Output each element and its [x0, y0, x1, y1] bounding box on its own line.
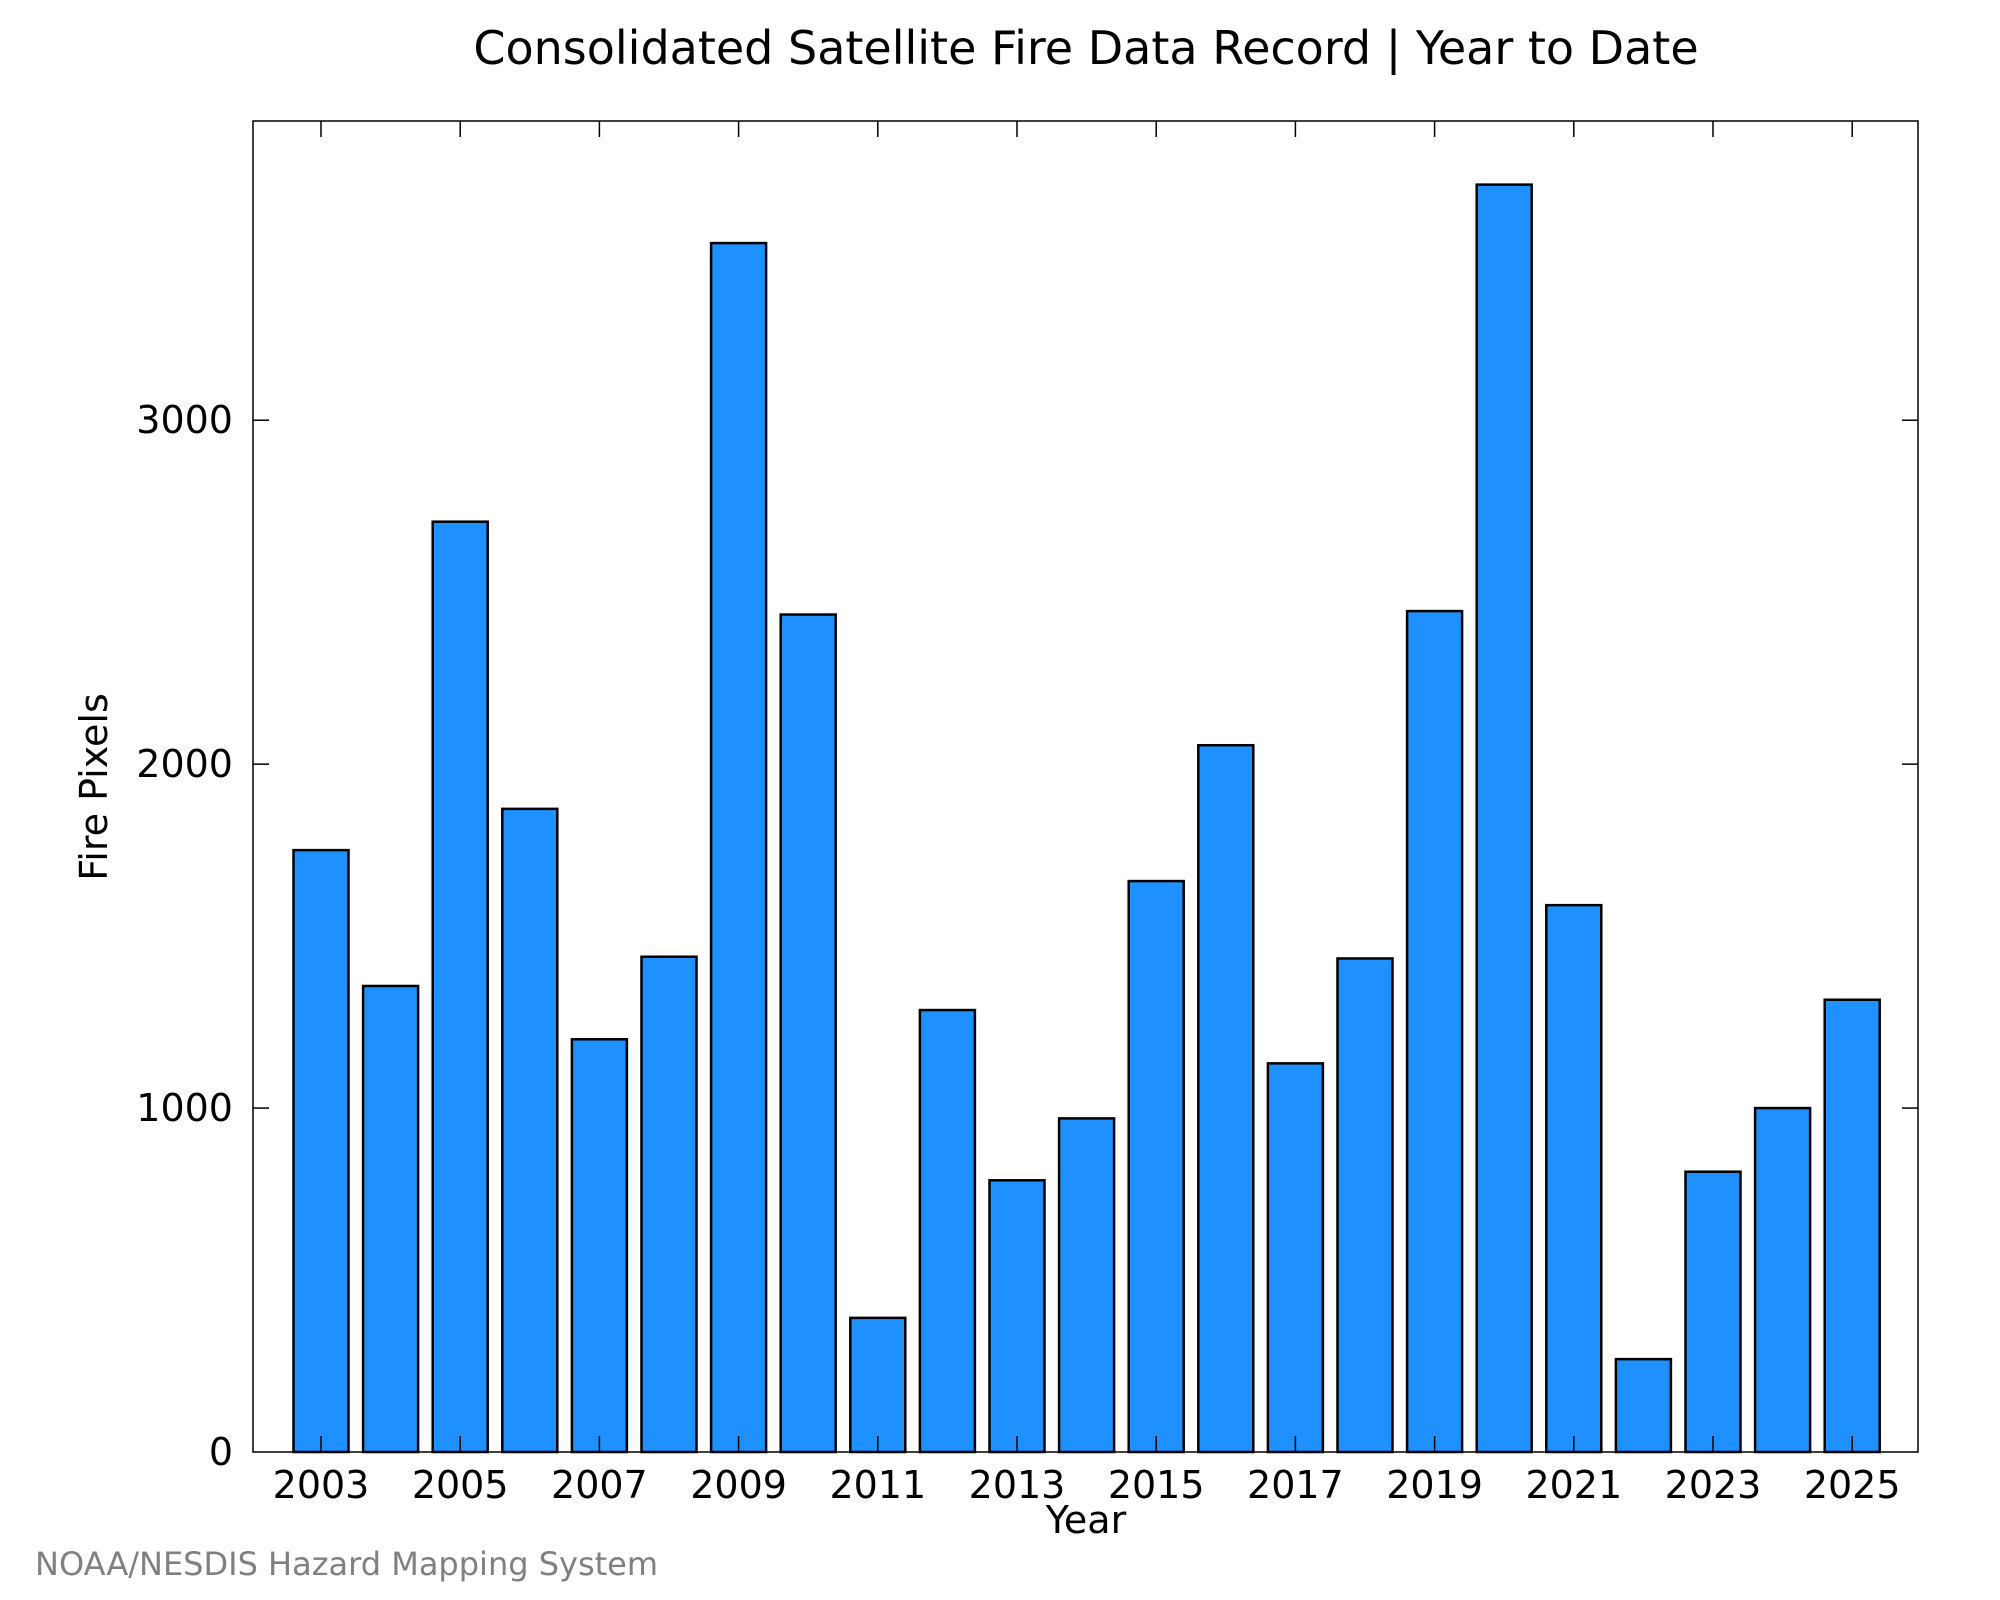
- y-tick-label-1000: 1000: [136, 1086, 233, 1130]
- bar-2010: [779, 613, 837, 1454]
- bar-2011: [849, 1316, 907, 1454]
- bar-2014: [1057, 1117, 1116, 1454]
- bar-2024: [1753, 1106, 1812, 1454]
- bars: [292, 183, 1881, 1454]
- bar-2013: [988, 1179, 1046, 1454]
- source-credit: NOAA/NESDIS Hazard Mapping System: [35, 1545, 658, 1583]
- bar-2004: [361, 984, 420, 1454]
- bar-2018: [1336, 957, 1394, 1454]
- bar-2009: [709, 241, 768, 1454]
- bar-2022: [1614, 1357, 1673, 1454]
- x-axis-ticks: 2003 2005 2007 2009 2011 2013 2015 2017 2019 2021…: [273, 121, 1901, 1507]
- x-tick-label-2023: 2023: [1665, 1463, 1762, 1507]
- y-tick-label-3000: 3000: [136, 398, 233, 442]
- bar-2006: [501, 807, 559, 1454]
- chart-title: Consolidated Satellite Fire Data Record …: [473, 21, 1698, 76]
- y-axis-ticks: 0 1000 2000 3000: [136, 398, 1918, 1474]
- x-tick-label-2009: 2009: [690, 1463, 787, 1507]
- x-tick-label-2007: 2007: [551, 1463, 648, 1507]
- bar-2008: [640, 955, 698, 1454]
- bar-2025: [1823, 998, 1881, 1454]
- bar-2005: [431, 520, 489, 1454]
- y-axis-label: Fire Pixels: [72, 693, 116, 881]
- bar-2019: [1405, 609, 1464, 1454]
- bar-2012: [918, 1008, 977, 1454]
- x-tick-label-2015: 2015: [1108, 1463, 1205, 1507]
- bar-2016: [1197, 743, 1255, 1454]
- bar-2023: [1684, 1170, 1742, 1454]
- x-tick-label-2005: 2005: [412, 1463, 509, 1507]
- x-tick-label-2013: 2013: [969, 1463, 1066, 1507]
- bar-2015: [1127, 879, 1185, 1454]
- x-tick-label-2011: 2011: [829, 1463, 926, 1507]
- x-tick-label-2017: 2017: [1247, 1463, 1344, 1507]
- y-tick-label-2000: 2000: [136, 742, 233, 786]
- bar-2020: [1475, 183, 1533, 1454]
- bar-2003: [292, 848, 350, 1454]
- bar-2021: [1545, 903, 1603, 1454]
- x-tick-label-2003: 2003: [273, 1463, 370, 1507]
- x-tick-label-2021: 2021: [1525, 1463, 1622, 1507]
- x-tick-label-2025: 2025: [1804, 1463, 1901, 1507]
- x-tick-label-2019: 2019: [1386, 1463, 1483, 1507]
- bar-2017: [1266, 1062, 1325, 1454]
- y-tick-label-0: 0: [209, 1430, 233, 1474]
- bar-2007: [570, 1038, 629, 1454]
- x-axis-label: Year: [1045, 1498, 1127, 1542]
